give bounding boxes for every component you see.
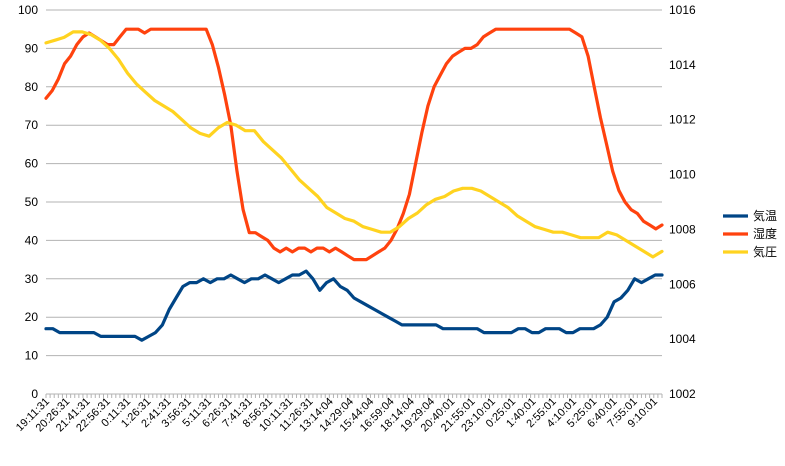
right-y-tick-label: 1012 (669, 113, 696, 127)
left-y-tick-label: 50 (25, 195, 39, 209)
series-line (44, 269, 664, 342)
right-y-axis-labels: 1002 1004 1006 1008 1010 1012 1014 1016 (669, 3, 696, 401)
left-y-axis-labels: 0 10 20 30 40 50 60 70 80 90 100 (18, 3, 38, 401)
right-y-tick-label: 1002 (669, 387, 696, 401)
right-y-tick-label: 1016 (669, 3, 696, 17)
right-y-tick-label: 1014 (669, 58, 696, 72)
left-y-tick-label: 100 (18, 3, 38, 17)
gridlines (46, 9, 662, 395)
right-y-tick-label: 1008 (669, 222, 696, 236)
series-line (44, 27, 664, 262)
right-y-tick-label: 1010 (669, 168, 696, 182)
series-line (44, 30, 664, 259)
legend-label: 湿度 (753, 226, 777, 241)
right-y-tick-label: 1006 (669, 277, 696, 291)
right-y-tick-label: 1004 (669, 332, 696, 346)
left-y-tick-label: 60 (25, 157, 39, 171)
x-axis-labels: 19:11:3120:26:3121:41:3122:56:310:11:311… (14, 394, 663, 434)
left-y-tick-label: 10 (25, 349, 39, 363)
left-y-tick-label: 0 (31, 387, 38, 401)
left-y-tick-label: 20 (25, 310, 39, 324)
series-lines (44, 27, 664, 342)
left-y-tick-label: 40 (25, 233, 39, 247)
left-y-tick-label: 70 (25, 118, 39, 132)
left-y-tick-label: 80 (25, 80, 39, 94)
left-y-tick-label: 90 (25, 41, 39, 55)
legend-label: 気圧 (753, 244, 777, 259)
left-y-tick-label: 30 (25, 272, 39, 286)
legend-label: 気温 (753, 208, 777, 223)
